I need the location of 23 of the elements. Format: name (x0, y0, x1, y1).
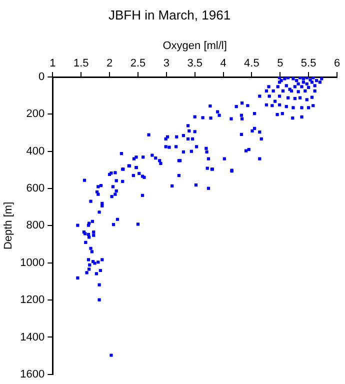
x-tick-label: 5.5 (300, 57, 316, 70)
y-axis-title: Depth [m] (2, 202, 15, 250)
x-tick-label: 4 (220, 57, 226, 70)
chart-title: JBFH in March, 1961 (108, 7, 231, 22)
y-tick-label: 600 (26, 182, 45, 195)
x-tick-label: 6 (334, 57, 340, 70)
x-tick-label: 1.5 (73, 57, 89, 70)
y-tick-label: 400 (26, 145, 45, 158)
x-tick-label: 2.5 (130, 57, 146, 70)
y-tick-label: 1200 (20, 294, 45, 306)
y-tick-label: 1600 (20, 368, 45, 380)
y-tick-label: 200 (26, 108, 45, 120)
y-tick-label: 1000 (20, 256, 45, 269)
x-axis-title: Oxygen [ml/l] (162, 40, 227, 52)
y-tick-label: 0 (38, 71, 45, 84)
x-tick-label: 4.5 (244, 57, 260, 70)
x-tick-label: 3 (163, 57, 170, 70)
x-tick-label: 5 (277, 57, 284, 70)
x-tick-label: 3.5 (187, 57, 202, 70)
y-tick-label: 800 (26, 220, 45, 232)
x-tick-label: 1 (50, 57, 56, 70)
x-tick-label: 2 (106, 57, 113, 70)
y-tick-label: 1400 (20, 331, 45, 344)
